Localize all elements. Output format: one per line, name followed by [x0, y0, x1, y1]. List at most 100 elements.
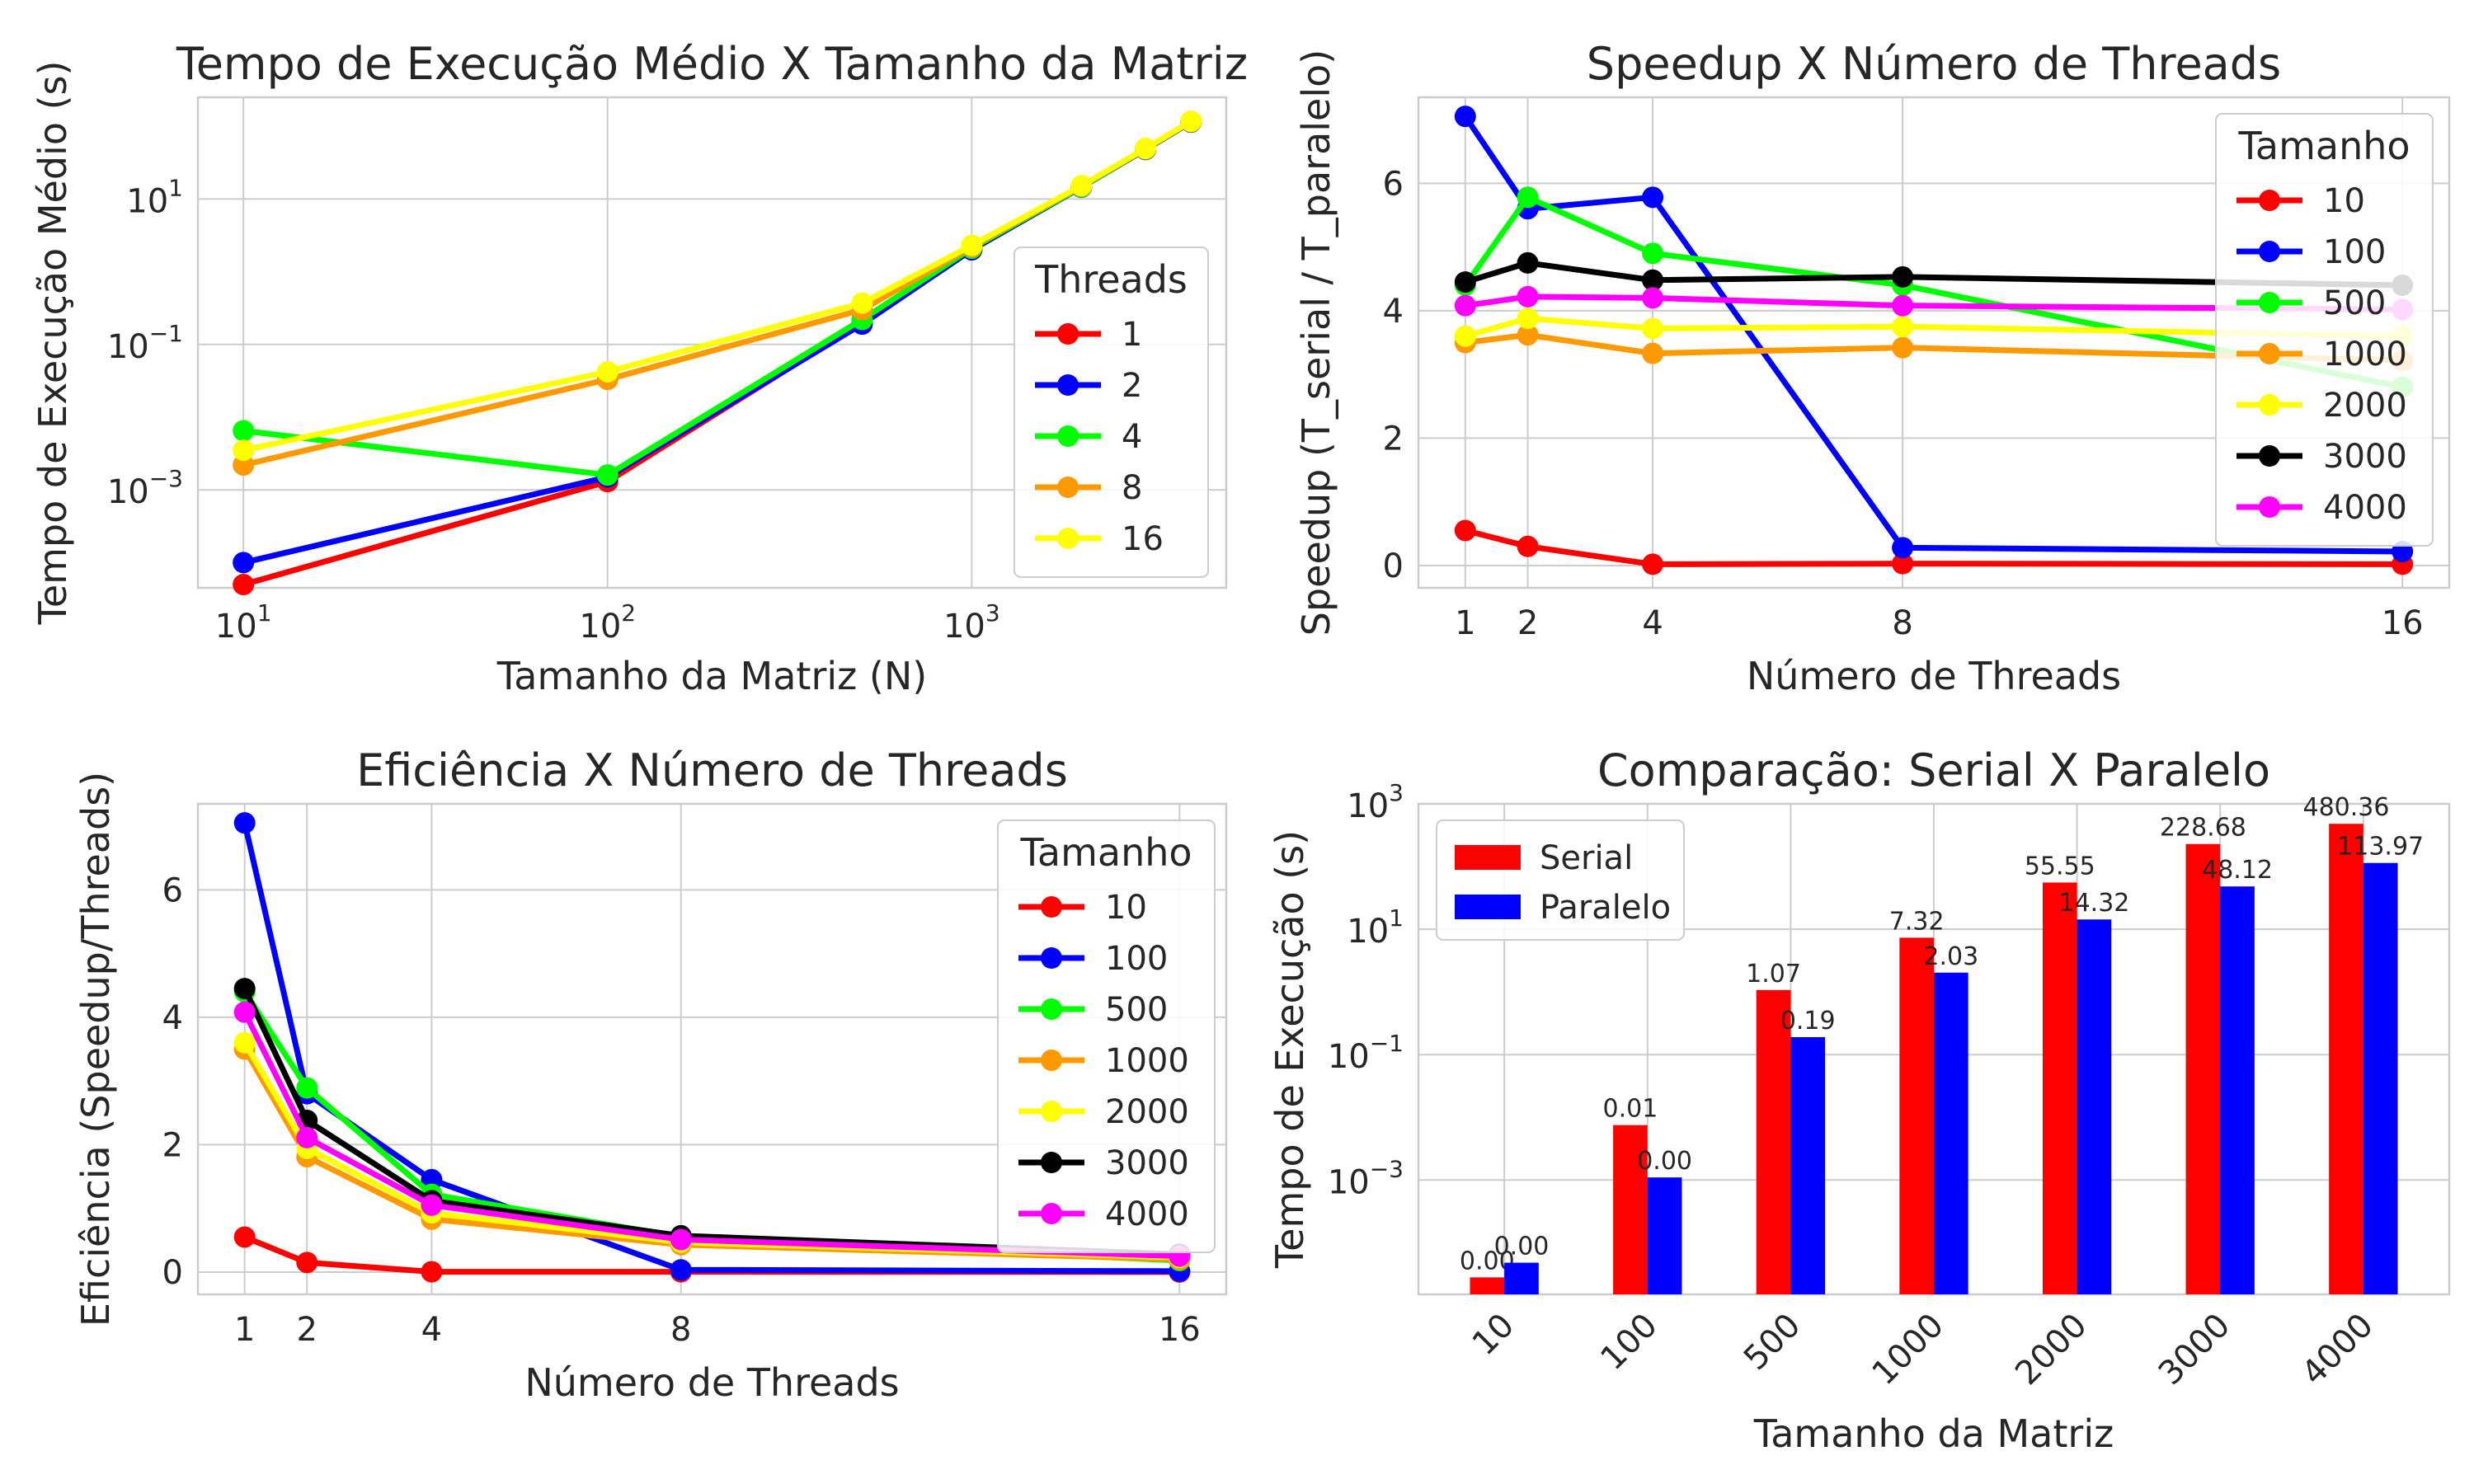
legend-label: 100	[1105, 940, 1168, 978]
y-tick-label-exp: −3	[1370, 1155, 1404, 1182]
series-100	[233, 812, 1191, 1282]
x-tick-label: 101	[215, 599, 272, 646]
data-point	[1892, 552, 1914, 575]
chart-tempo-execucao-medio: Tempo de Execução Médio X Tamanho da Mat…	[31, 38, 1248, 698]
data-point	[296, 1077, 318, 1099]
plot-area	[196, 802, 1228, 1296]
x-tick-label-base: 10	[215, 608, 257, 646]
y-tick-label: 6	[1383, 165, 1404, 203]
bar	[1613, 1125, 1648, 1294]
data-point	[1517, 186, 1539, 209]
data-point	[1892, 336, 1914, 359]
legend-label: 3000	[1105, 1144, 1189, 1182]
data-point	[1517, 308, 1539, 330]
y-tick-label: 101	[1347, 904, 1404, 951]
data-point	[670, 1228, 692, 1251]
legend-box	[2215, 113, 2434, 547]
bar-value-label: 480.36	[2303, 793, 2390, 822]
data-point	[1180, 110, 1202, 133]
plot-area	[1417, 96, 2451, 589]
x-tick-label-exp: 2	[621, 599, 636, 627]
x-tick-label: 4	[421, 1311, 442, 1349]
data-point	[1454, 106, 1476, 128]
y-axis-label: Tempo de Execução (s)	[1268, 830, 1312, 1269]
data-point	[233, 978, 256, 1000]
data-point	[421, 1194, 443, 1216]
legend-swatch-marker	[1057, 425, 1079, 447]
x-tick-label: 8	[670, 1311, 691, 1349]
y-tick-label: 6	[162, 871, 183, 909]
bar-value-label: 0.19	[1780, 1007, 1836, 1036]
legend-label: 3000	[2323, 438, 2407, 476]
legend-swatch-marker	[2259, 394, 2280, 416]
legend-label: 2000	[1105, 1093, 1189, 1131]
bar-value-label: 228.68	[2160, 814, 2246, 843]
y-tick-label: 10−3	[107, 465, 183, 511]
legend-swatch-marker	[1041, 1101, 1062, 1122]
legend-label: 2000	[2323, 387, 2407, 425]
series-10	[1454, 519, 2414, 575]
legend-label: 2	[1122, 367, 1142, 405]
data-point	[1454, 325, 1476, 347]
y-tick-label: 10−3	[1328, 1155, 1404, 1201]
y-tick-label-exp: 1	[1389, 904, 1404, 932]
legend-swatch-marker	[1057, 323, 1079, 345]
chart-title: Speedup X Número de Threads	[1587, 38, 2281, 90]
data-point	[1892, 316, 1914, 338]
bar-value-label: 1.07	[1746, 960, 1801, 989]
y-tick-label-base: 10	[1328, 1163, 1370, 1201]
y-tick-label: 103	[1347, 779, 1404, 825]
x-tick-label: 16	[2382, 604, 2424, 642]
x-tick-label: 500	[1737, 1307, 1808, 1378]
y-axis-label: Eficiência (Speedup/Threads)	[73, 772, 118, 1327]
x-tick-label: 4000	[2294, 1307, 2381, 1393]
chart-title: Tempo de Execução Médio X Tamanho da Mat…	[176, 38, 1248, 90]
legend-swatch-marker	[1041, 1203, 1062, 1224]
plot-area	[196, 96, 1228, 589]
x-tick-label: 102	[579, 599, 636, 646]
legend-label: 4000	[1105, 1195, 1189, 1233]
bar	[1504, 1262, 1539, 1294]
data-point	[1892, 265, 1914, 288]
data-point	[233, 1001, 256, 1023]
x-tick-label: 8	[1892, 604, 1912, 642]
y-tick-label: 10−1	[107, 320, 183, 366]
data-point	[421, 1261, 443, 1283]
x-tick-label-exp: 3	[985, 599, 1000, 627]
data-point	[1642, 186, 1664, 209]
legend: Tamanho 10 100 500 1000 2000 3000 4000	[2215, 113, 2434, 547]
data-point	[233, 420, 255, 442]
chart-speedup: Speedup X Número de Threads 1 2 4 8 16 0 2 4 6 Núm…	[1294, 38, 2451, 698]
y-tick-label-exp: 1	[168, 174, 183, 201]
data-point	[1517, 324, 1539, 346]
data-point	[670, 1259, 692, 1281]
x-axis-label: Número de Threads	[1747, 654, 2121, 698]
legend-swatch-marker	[2259, 343, 2280, 364]
data-point	[1642, 269, 1664, 291]
y-tick-label: 0	[1383, 547, 1404, 585]
bar	[2363, 862, 2398, 1294]
legend-title: Tamanho	[2237, 124, 2410, 168]
legend-title: Threads	[1034, 257, 1188, 302]
y-axis-label: Tempo de Execução Médio (s)	[31, 61, 75, 626]
y-tick-label-base: 10	[107, 473, 149, 511]
x-tick-label-base: 10	[579, 608, 621, 646]
data-point	[233, 1031, 256, 1054]
data-point	[1642, 287, 1664, 309]
series-16	[233, 110, 1202, 462]
y-tick-label-base: 10	[1347, 913, 1389, 951]
data-point	[1642, 242, 1664, 265]
bar	[1934, 972, 1968, 1294]
legend-label: 1000	[2323, 336, 2407, 373]
y-tick-label-base: 10	[126, 182, 168, 220]
data-point	[1070, 175, 1093, 197]
bar-value-label: 0.01	[1603, 1095, 1658, 1124]
data-point	[233, 573, 255, 595]
legend-label: 10	[2323, 182, 2365, 220]
legend: Threads 1 2 4 8 16	[1014, 247, 1209, 578]
x-tick-label: 4	[1642, 604, 1663, 642]
legend-label: 8	[1122, 469, 1142, 507]
legend-label: 100	[2323, 233, 2386, 271]
bar	[1756, 989, 1791, 1294]
bar	[1470, 1277, 1505, 1294]
